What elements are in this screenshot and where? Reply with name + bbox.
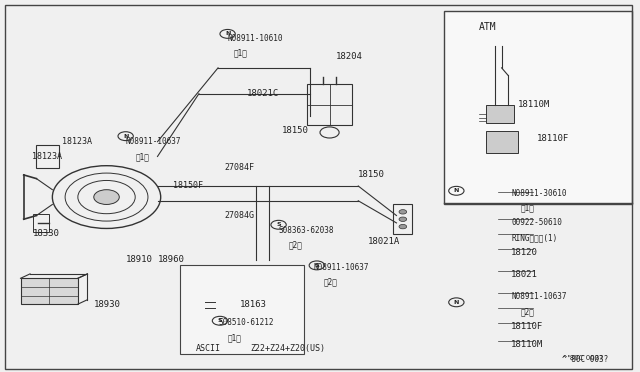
Bar <box>486 105 515 123</box>
Text: 00922-50610: 00922-50610 <box>511 218 562 227</box>
Text: N08911-10637: N08911-10637 <box>125 137 181 146</box>
Bar <box>33 214 49 232</box>
Text: 18150F: 18150F <box>173 182 204 190</box>
Text: 27084F: 27084F <box>225 163 255 172</box>
Bar <box>36 145 59 167</box>
Text: N: N <box>123 134 129 139</box>
Text: Z22+Z24+Z20(US): Z22+Z24+Z20(US) <box>250 344 325 353</box>
Text: 18110M: 18110M <box>518 100 550 109</box>
Text: 18960: 18960 <box>157 255 184 264</box>
Text: 18150: 18150 <box>358 170 385 179</box>
Text: N: N <box>225 31 230 36</box>
Text: 18330: 18330 <box>33 230 60 238</box>
Text: S: S <box>276 222 281 227</box>
Text: ^'80C 003?: ^'80C 003? <box>562 355 603 361</box>
Text: 18110F: 18110F <box>537 134 569 142</box>
Text: 18120: 18120 <box>511 248 538 257</box>
Text: S: S <box>218 318 222 323</box>
Text: RINGリング(1): RINGリング(1) <box>511 233 557 242</box>
Text: 18021A: 18021A <box>368 237 400 246</box>
Text: N08911-10637: N08911-10637 <box>511 292 566 301</box>
Text: 18021: 18021 <box>511 270 538 279</box>
Bar <box>486 131 518 153</box>
Text: 18123A: 18123A <box>32 152 62 161</box>
Text: N08911-10637: N08911-10637 <box>314 263 369 272</box>
Circle shape <box>399 224 406 229</box>
Bar <box>394 205 412 234</box>
Text: ^'80C 003?: ^'80C 003? <box>562 355 609 364</box>
Text: N08911-30610: N08911-30610 <box>511 189 566 198</box>
Bar <box>444 11 632 205</box>
Text: N08911-10610: N08911-10610 <box>228 34 283 43</box>
Text: （1）: （1） <box>521 203 534 213</box>
Text: 18110F: 18110F <box>511 322 543 331</box>
Text: （2）: （2） <box>521 307 534 316</box>
Text: S08363-62038: S08363-62038 <box>278 226 334 235</box>
FancyBboxPatch shape <box>20 278 78 304</box>
Text: （2）: （2） <box>323 278 337 286</box>
Text: 18110M: 18110M <box>511 340 543 349</box>
Text: （1）: （1） <box>228 333 241 342</box>
Text: （2）: （2） <box>288 241 302 250</box>
Text: 18910: 18910 <box>125 255 152 264</box>
Bar <box>180 265 304 354</box>
Text: ASCII: ASCII <box>196 344 221 353</box>
Text: N: N <box>454 188 459 193</box>
Text: ATM: ATM <box>479 22 497 32</box>
Text: N: N <box>454 300 459 305</box>
Circle shape <box>94 190 119 205</box>
Text: S08510-61212: S08510-61212 <box>218 318 273 327</box>
Text: 18123A: 18123A <box>62 137 92 146</box>
Bar <box>215 301 246 315</box>
Text: 27084G: 27084G <box>225 211 255 220</box>
Text: 18021C: 18021C <box>246 89 279 98</box>
Text: （1）: （1） <box>135 152 149 161</box>
Text: 18930: 18930 <box>94 300 121 309</box>
Text: 18163: 18163 <box>241 300 268 309</box>
Text: S: S <box>314 263 319 268</box>
Text: 18204: 18204 <box>336 52 363 61</box>
Circle shape <box>399 217 406 221</box>
Circle shape <box>399 210 406 214</box>
Text: 18150: 18150 <box>282 126 308 135</box>
Bar <box>307 84 352 125</box>
Text: （1）: （1） <box>234 49 248 58</box>
